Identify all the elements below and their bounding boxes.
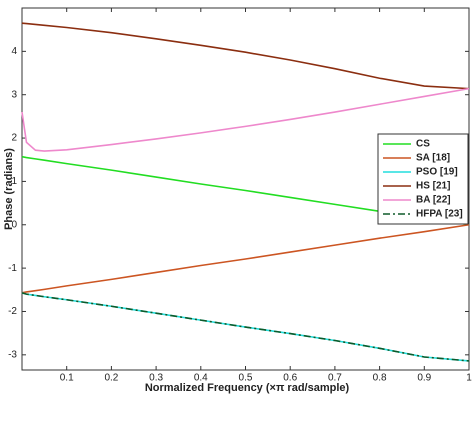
- legend-label: CS: [416, 139, 430, 150]
- legend-label: PSO [19]: [416, 167, 458, 178]
- series-line: [21, 223, 470, 294]
- x-tick-label: 0.5: [239, 373, 253, 384]
- x-tick-label: 0.6: [283, 373, 297, 384]
- y-tick-label: -3: [8, 349, 17, 360]
- x-tick-label: 0.1: [60, 373, 74, 384]
- y-axis-label: Phase (radians): [3, 148, 15, 230]
- y-tick-label: 0: [11, 219, 17, 230]
- series-line: [21, 87, 470, 152]
- legend-box: [377, 133, 469, 225]
- y-tick-label: 1: [11, 176, 17, 187]
- series-line: [21, 22, 470, 90]
- x-tick-label: 0.2: [104, 373, 118, 384]
- x-tick-label: 1: [466, 373, 472, 384]
- x-tick-label: 0.8: [373, 373, 387, 384]
- y-tick-label: -1: [8, 263, 17, 274]
- series-line: [21, 155, 470, 226]
- legend-label: SA [18]: [416, 153, 450, 164]
- y-tick-label: 2: [11, 133, 17, 144]
- legend-label: BA [22]: [416, 195, 451, 206]
- series-line: [21, 292, 470, 362]
- y-tick-label: 3: [11, 89, 17, 100]
- x-tick-label: 0.4: [194, 373, 208, 384]
- x-axis-label: Normalized Frequency (×π rad/sample): [145, 382, 350, 394]
- x-tick-label: 0.3: [149, 373, 163, 384]
- y-tick-label: 4: [11, 46, 17, 57]
- legend-label: HS [21]: [416, 181, 450, 192]
- x-tick-label: 0.7: [328, 373, 342, 384]
- y-tick-label: -2: [8, 306, 17, 317]
- legend-label: HFPA [23]: [416, 209, 463, 220]
- x-tick-label: 0.9: [417, 373, 431, 384]
